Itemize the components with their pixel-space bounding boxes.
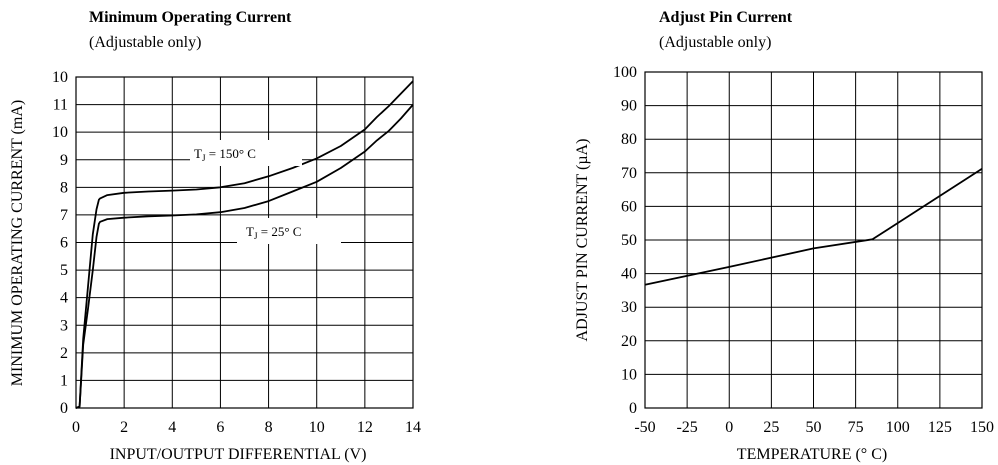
annotation-tj150: TJ = 150° C — [194, 146, 256, 163]
chart-1-subtitle: (Adjustable only) — [89, 34, 202, 51]
chart-1-x-tick-label: 14 — [405, 419, 421, 436]
chart-1-x-tick-label: 2 — [120, 419, 128, 436]
chart-1-y-tick-label: 8 — [60, 179, 68, 196]
chart-1-y-tick-label: 2 — [60, 345, 68, 362]
chart-2-title: Adjust Pin Current — [659, 9, 793, 26]
chart-1-y-tick-label: 6 — [60, 235, 68, 252]
chart-2-y-tick-label: 0 — [629, 400, 637, 417]
chart-2: -50 -25 0 25 50 75 100 125 150 0 10 20 30 40 50 60 70 80… — [574, 64, 994, 463]
annotation-150-background — [190, 140, 302, 166]
chart-2-x-tick-label: 100 — [886, 419, 910, 436]
chart-2-y-ticks: 0 10 20 30 40 50 60 70 80 90 100 — [613, 64, 637, 417]
chart-1-series-line-1 — [75, 80, 414, 409]
chart-1-y-tick-label: 11 — [53, 97, 68, 114]
chart-1-x-tick-label: 12 — [357, 419, 373, 436]
chart-2-grid — [644, 71, 983, 409]
chart-1-x-tick-label: 10 — [309, 419, 325, 436]
annotation-25-background — [237, 218, 341, 244]
chart-1-y-tick-label: 4 — [60, 290, 68, 307]
chart-1-plot-frame — [75, 76, 414, 409]
annotation-tj25-value: 25° C — [271, 224, 301, 239]
chart-2-y-tick-label: 100 — [613, 64, 637, 81]
annotation-tj25-sub: J — [254, 231, 258, 241]
chart-1-y-tick-label: 3 — [60, 317, 68, 334]
chart-1-x-ticks: 0 2 4 6 8 10 12 14 — [72, 419, 421, 436]
chart-2-x-tick-label: 0 — [725, 419, 733, 436]
chart-1-title: Minimum Operating Current — [89, 9, 292, 26]
annotation-tj150-value: 150° C — [219, 146, 256, 161]
chart-2-x-tick-label: -25 — [676, 419, 697, 436]
chart-1-series — [75, 80, 414, 409]
chart-1-x-tick-label: 6 — [216, 419, 224, 436]
chart-2-y-tick-label: 50 — [621, 232, 637, 249]
chart-1-x-tick-label: 8 — [265, 419, 273, 436]
chart-2-y-tick-label: 40 — [621, 266, 637, 283]
chart-1-y-tick-label: 10 — [52, 124, 68, 141]
chart-1-y-ticks: 0 1 2 3 4 5 6 7 8 9 10 11 10 — [52, 69, 68, 417]
chart-1-y-tick-label: 5 — [60, 262, 68, 279]
chart-1-y-label: MINIMUM OPERATING CURRENT (mA) — [9, 100, 26, 386]
chart-2-x-tick-label: 150 — [970, 419, 994, 436]
chart-2-x-tick-label: 125 — [928, 419, 952, 436]
chart-1-y-tick-label: 10 — [52, 69, 68, 86]
chart-1-y-tick-label: 7 — [60, 207, 68, 224]
chart-2-x-tick-label: 75 — [848, 419, 864, 436]
chart-2-plot-frame — [644, 71, 983, 409]
chart-1-x-tick-label: 0 — [72, 419, 80, 436]
chart-2-series-line-1 — [644, 168, 983, 286]
chart-2-y-label: ADJUST PIN CURRENT (µA) — [574, 139, 591, 342]
chart-2-x-ticks: -50 -25 0 25 50 75 100 125 150 — [634, 419, 994, 436]
chart-1-y-tick-label: 9 — [60, 152, 68, 169]
annotation-tj150-sub: J — [202, 153, 206, 163]
chart-2-x-tick-label: 50 — [806, 419, 822, 436]
chart-1-y-tick-label: 0 — [60, 400, 68, 417]
chart-1-y-tick-label: 1 — [60, 372, 68, 389]
chart-2-y-tick-label: 90 — [621, 98, 637, 115]
chart-2-series — [644, 168, 983, 286]
chart-1-x-tick-label: 4 — [168, 419, 176, 436]
chart-2-y-tick-label: 20 — [621, 333, 637, 350]
chart-2-y-tick-label: 60 — [621, 198, 637, 215]
chart-1-x-label: INPUT/OUTPUT DIFFERENTIAL (V) — [110, 446, 367, 463]
chart-2-y-tick-label: 30 — [621, 299, 637, 316]
chart-2-x-tick-label: 25 — [763, 419, 779, 436]
annotation-tj25: TJ = 25° C — [246, 224, 301, 241]
chart-2-y-tick-label: 10 — [621, 366, 637, 383]
chart-2-subtitle: (Adjustable only) — [659, 34, 772, 51]
chart-2-y-tick-label: 70 — [621, 165, 637, 182]
chart-2-y-tick-label: 80 — [621, 131, 637, 148]
chart-2-x-label: TEMPERATURE (° C) — [737, 446, 887, 463]
chart-2-x-tick-label: -50 — [634, 419, 655, 436]
chart-1-series-line-2 — [75, 104, 414, 409]
